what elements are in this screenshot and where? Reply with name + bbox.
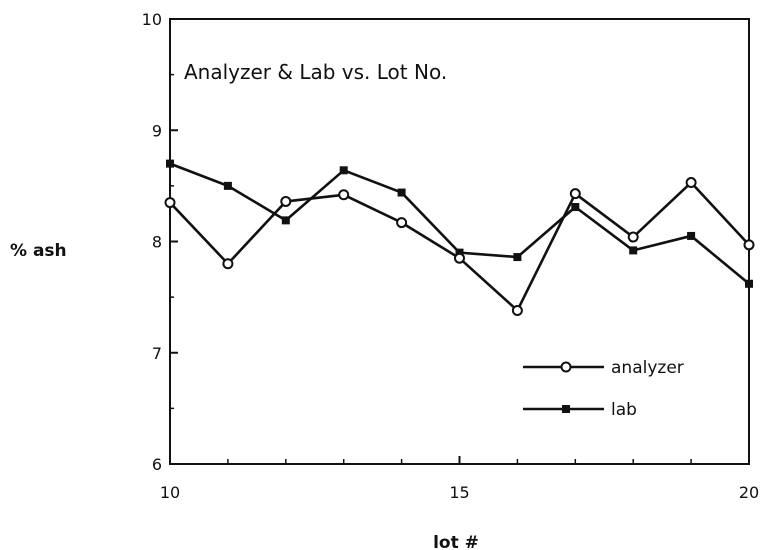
lab-point xyxy=(223,181,232,190)
lab-point xyxy=(513,253,522,262)
analyzer-point xyxy=(627,231,639,243)
analyzer-point xyxy=(743,239,755,251)
lab-point xyxy=(687,231,696,240)
y-tick-label: 8 xyxy=(152,233,162,252)
lab-point xyxy=(629,246,638,255)
lab-point xyxy=(571,203,580,212)
analyzer-point xyxy=(396,217,408,229)
y-tick-label: 9 xyxy=(152,121,162,140)
series-analyzer xyxy=(164,177,755,316)
lab-line xyxy=(169,162,750,285)
y-axis-title: % ash xyxy=(10,241,67,261)
legend-swatch-marker xyxy=(560,361,572,373)
plot-frame xyxy=(169,18,750,465)
legend-label: analyzer xyxy=(611,358,684,378)
lab-point xyxy=(397,188,406,197)
x-tick-label: 10 xyxy=(160,483,180,502)
lab-point xyxy=(455,248,464,257)
legend-swatch-marker xyxy=(562,405,570,413)
legend-item-lab: lab xyxy=(523,400,637,420)
x-axis-title: lot # xyxy=(433,533,479,550)
analyzer-point xyxy=(280,195,292,207)
analyzer-point xyxy=(511,304,523,316)
series-lab xyxy=(166,159,753,288)
x-tick-label: 20 xyxy=(739,483,759,502)
y-tick-label: 6 xyxy=(152,455,162,474)
analyzer-point xyxy=(569,188,581,200)
chart-title: Analyzer & Lab vs. Lot No. xyxy=(184,60,447,84)
series-layer xyxy=(164,159,755,316)
y-tick-label: 7 xyxy=(152,344,162,363)
y-tick-label: 10 xyxy=(142,10,162,29)
lab-point xyxy=(166,159,174,168)
legend-label: lab xyxy=(611,400,637,420)
analyzer-point xyxy=(164,197,176,209)
analyzer-point xyxy=(454,252,465,264)
lab-point xyxy=(339,166,348,175)
tick-labels: 6 7 8 9 10 10 15 20 xyxy=(142,10,760,502)
axis-ticks xyxy=(169,18,750,465)
analyzer-point xyxy=(338,189,350,201)
legend-item-analyzer: analyzer xyxy=(523,358,684,378)
x-tick-label: 15 xyxy=(449,483,469,502)
lab-point xyxy=(281,216,290,225)
legend: analyzer lab xyxy=(523,358,684,420)
analyzer-point xyxy=(222,258,234,270)
analyzer-point xyxy=(685,177,697,189)
lab-point xyxy=(745,279,753,288)
